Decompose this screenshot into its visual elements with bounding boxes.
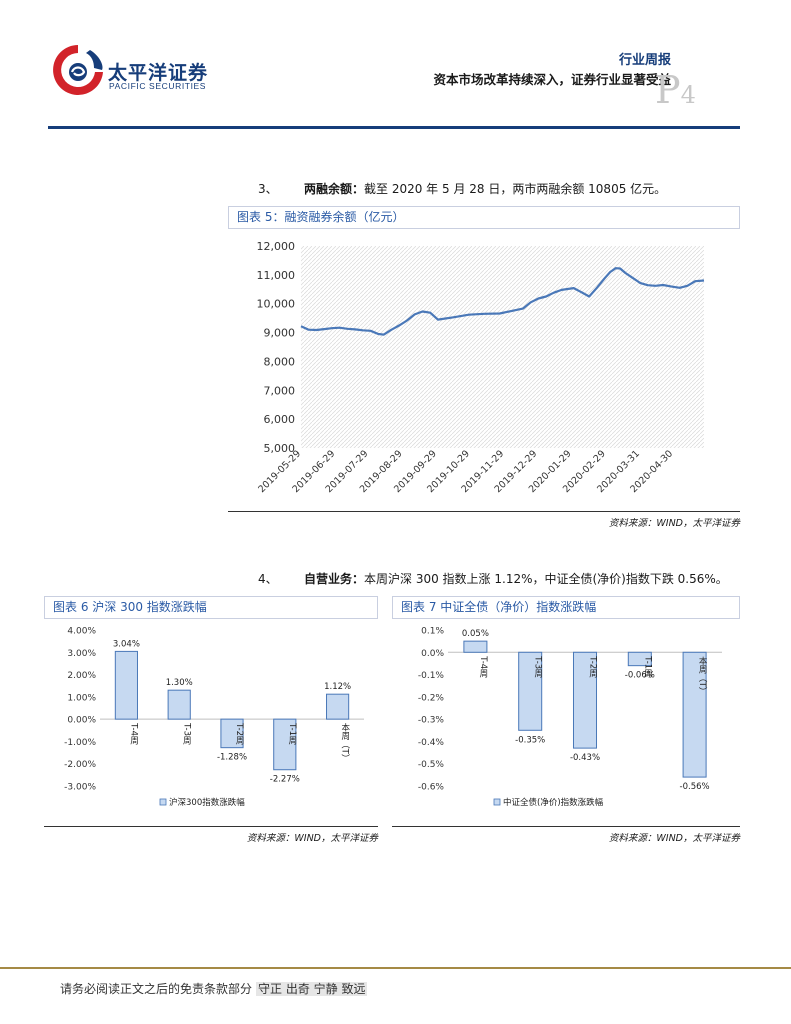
section3-label: 两融余额： bbox=[304, 182, 365, 196]
section3-paragraph: 3、 两融余额：截至 2020 年 5 月 28 日，两市两融余额 10805 亿… bbox=[258, 180, 666, 197]
y-tick-label: -0.5% bbox=[418, 760, 445, 770]
bar bbox=[326, 693, 350, 720]
footer-divider bbox=[0, 967, 791, 969]
y-tick-label: -1.00% bbox=[64, 738, 96, 748]
y-tick-label: 0.0% bbox=[421, 649, 444, 659]
data-label: 1.12% bbox=[324, 682, 351, 692]
bar bbox=[682, 651, 707, 778]
report-header: 行业周报 资本市场改革持续深入，证券行业显著受益 bbox=[433, 52, 671, 90]
figure5-title: 图表 5：融资融券余额（亿元） bbox=[228, 206, 740, 228]
x-category-label: 本周（T） bbox=[340, 723, 350, 763]
y-tick-label: -3.00% bbox=[64, 783, 96, 793]
csi300-bar-chart: -3.00% -2.00% -1.00% 0.00% 1.00% 2.00% 3.00% 4.… bbox=[64, 627, 364, 808]
header-divider bbox=[48, 126, 740, 129]
bar bbox=[167, 689, 191, 720]
footer-motto: 守正 出奇 宁静 致远 bbox=[256, 982, 368, 996]
bar bbox=[220, 718, 244, 749]
section4-label: 自营业务： bbox=[304, 572, 365, 586]
company-logo-mark bbox=[53, 45, 103, 95]
y-tick-label: 10,000 bbox=[257, 298, 296, 311]
y-tick-label: 9,000 bbox=[264, 327, 296, 340]
y-tick-label: 0.1% bbox=[421, 627, 444, 637]
y-tick-label: 12,000 bbox=[257, 240, 296, 253]
x-category-label: 本周（T） bbox=[697, 656, 707, 696]
series-line bbox=[300, 267, 705, 336]
figure7-frame bbox=[392, 618, 740, 619]
x-category-label: T-1周 bbox=[287, 722, 297, 745]
y-tick-label: 1.00% bbox=[67, 693, 96, 703]
data-label: -2.27% bbox=[270, 775, 300, 785]
data-label: -0.43% bbox=[570, 753, 600, 763]
bar bbox=[627, 651, 652, 667]
x-category-label: T-1周 bbox=[642, 655, 652, 678]
y-tick-label: 0.00% bbox=[67, 716, 96, 726]
legend-swatch bbox=[493, 798, 501, 806]
footer-disclaimer: 请务必阅读正文之后的免责条款部分 bbox=[60, 982, 253, 996]
figure6-source: 资料来源：WIND，太平洋证券 bbox=[44, 826, 378, 844]
bar bbox=[463, 640, 488, 653]
legend-label: 沪深300指数涨跌幅 bbox=[169, 797, 245, 808]
x-category-label: T-2周 bbox=[234, 722, 244, 745]
company-name-cn: 太平洋证券 bbox=[108, 62, 209, 84]
section3-number: 3、 bbox=[258, 182, 278, 196]
figure7-title: 图表 7 中证全债（净价）指数涨跌幅 bbox=[392, 596, 740, 618]
y-tick-label: -2.00% bbox=[64, 760, 96, 770]
margin-balance-line-chart: 5,000 6,000 7,000 8,000 9,000 10,000 11,000 12,… bbox=[256, 240, 705, 495]
y-tick-label: 4.00% bbox=[67, 627, 96, 637]
y-tick-label: -0.2% bbox=[418, 693, 445, 703]
figure6-frame bbox=[44, 618, 378, 619]
y-tick-label: 3.00% bbox=[67, 649, 96, 659]
y-tick-label: 7,000 bbox=[264, 384, 296, 397]
y-tick-label: 11,000 bbox=[257, 269, 296, 282]
data-label: -0.35% bbox=[515, 735, 545, 745]
y-tick-label: 5,000 bbox=[264, 442, 296, 455]
y-tick-label: -0.6% bbox=[418, 783, 445, 793]
figure6-title: 图表 6 沪深 300 指数涨跌幅 bbox=[44, 596, 378, 618]
section4-text: 本周沪深 300 指数上涨 1.12%，中证全债(净价)指数下跌 0.56%。 bbox=[364, 572, 728, 586]
data-label: -1.28% bbox=[217, 753, 247, 763]
figure5-source: 资料来源：WIND，太平洋证券 bbox=[228, 511, 740, 529]
y-tick-label: 2.00% bbox=[67, 671, 96, 681]
section4-number: 4、 bbox=[258, 572, 278, 586]
data-label: -0.06% bbox=[625, 671, 655, 681]
data-label: 3.04% bbox=[113, 639, 140, 649]
data-label: 0.05% bbox=[462, 629, 489, 639]
section4-paragraph: 4、 自营业务：本周沪深 300 指数上涨 1.12%，中证全债(净价)指数下跌 … bbox=[258, 570, 728, 587]
bar bbox=[518, 651, 543, 731]
legend-label: 中证全债(净价)指数涨跌幅 bbox=[503, 797, 604, 808]
section3-text: 截至 2020 年 5 月 28 日，两市两融余额 10805 亿元。 bbox=[364, 182, 667, 196]
x-category-label: T-2周 bbox=[588, 655, 598, 678]
figure7-source: 资料来源：WIND，太平洋证券 bbox=[392, 826, 740, 844]
y-tick-label: 6,000 bbox=[264, 413, 296, 426]
company-name-en: PACIFIC SECURITIES bbox=[109, 81, 207, 91]
x-category-label: T-4周 bbox=[478, 655, 488, 678]
figure5-frame bbox=[228, 228, 740, 229]
plot-area-hatch bbox=[301, 246, 704, 448]
x-category-label: T-4周 bbox=[128, 722, 138, 745]
bar bbox=[273, 718, 297, 771]
y-tick-label: 8,000 bbox=[264, 355, 296, 368]
y-tick-label: -0.3% bbox=[418, 716, 445, 726]
y-tick-label: -0.1% bbox=[418, 671, 445, 681]
report-type: 行业周报 bbox=[618, 53, 671, 68]
legend-swatch bbox=[159, 798, 167, 806]
x-category-label: T-3周 bbox=[181, 722, 191, 745]
bond-index-bar-chart: -0.6% -0.5% -0.4% -0.3% -0.2% -0.1% 0.0% 0.1% 0.… bbox=[418, 627, 722, 808]
y-tick-label: -0.4% bbox=[418, 738, 445, 748]
bar bbox=[114, 650, 138, 720]
bar bbox=[572, 651, 598, 749]
footer: 请务必阅读正文之后的免责条款部分 守正 出奇 宁静 致远 bbox=[60, 980, 368, 997]
x-category-label: T-3周 bbox=[533, 655, 543, 678]
report-title: 资本市场改革持续深入，证券行业显著受益 bbox=[433, 72, 671, 87]
page-number: P4 bbox=[655, 68, 696, 112]
data-label: 1.30% bbox=[166, 678, 193, 688]
data-label: -0.56% bbox=[680, 782, 710, 792]
